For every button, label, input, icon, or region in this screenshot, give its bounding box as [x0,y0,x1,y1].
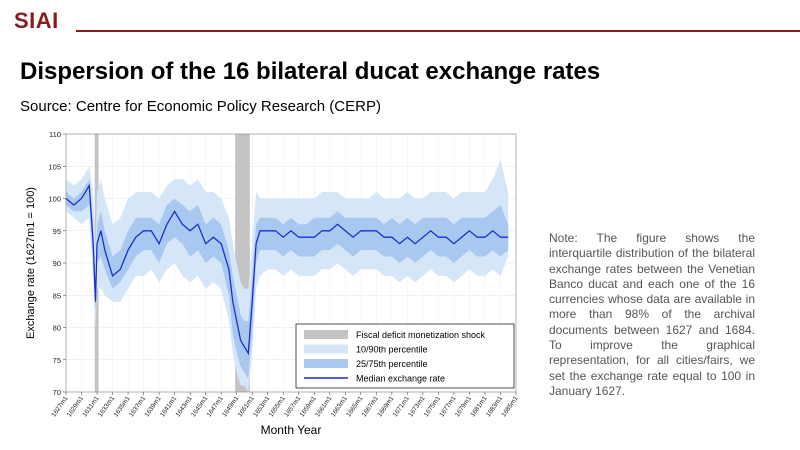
y-axis-ticks: 70 75 80 85 90 95 100 105 110 [48,130,66,397]
source-text: Source: Centre for Economic Policy Resea… [20,98,381,115]
y-tick-label: 110 [49,130,61,139]
median-exchange-rate-line [65,183,509,356]
band-25-75-percentile [66,179,509,380]
slide-title: Dispersion of the 16 bilateral ducat exc… [20,58,601,85]
y-tick-label: 70 [53,388,61,397]
legend-label: 25/75th percentile [356,359,428,369]
y-tick-label: 95 [53,227,61,236]
y-tick-label: 90 [53,259,61,268]
legend-label: 10/90th percentile [356,345,428,355]
legend-swatch-25-75 [304,359,348,368]
x-axis-label: Month Year [261,423,322,437]
siai-logo: SIAI [14,8,59,33]
y-tick-label: 80 [53,324,61,333]
y-tick-label: 105 [48,162,61,171]
y-tick-label: 75 [53,356,61,365]
y-tick-label: 100 [48,195,61,204]
legend-label: Median exchange rate [356,374,445,384]
legend-swatch-shock [304,330,348,339]
header-divider [76,30,800,32]
x-axis-ticks: 1627m11629m11631m11633m11635m11637m11639… [50,392,520,419]
chart-legend: Fiscal deficit monetization shock 10/90th… [295,323,515,389]
figure-note: Note: The figure shows the interquartile… [549,231,755,398]
y-axis-label: Exchange rate (1627m1 = 100) [25,187,37,339]
exchange-rate-chart: 70 75 80 85 90 95 100 105 110 1627m11629m11631m1… [25,130,520,437]
legend-swatch-10-90 [304,344,348,354]
y-tick-label: 85 [53,291,61,300]
x-tick-label: 1685m1 [500,395,519,419]
legend-label: Fiscal deficit monetization shock [356,330,486,340]
